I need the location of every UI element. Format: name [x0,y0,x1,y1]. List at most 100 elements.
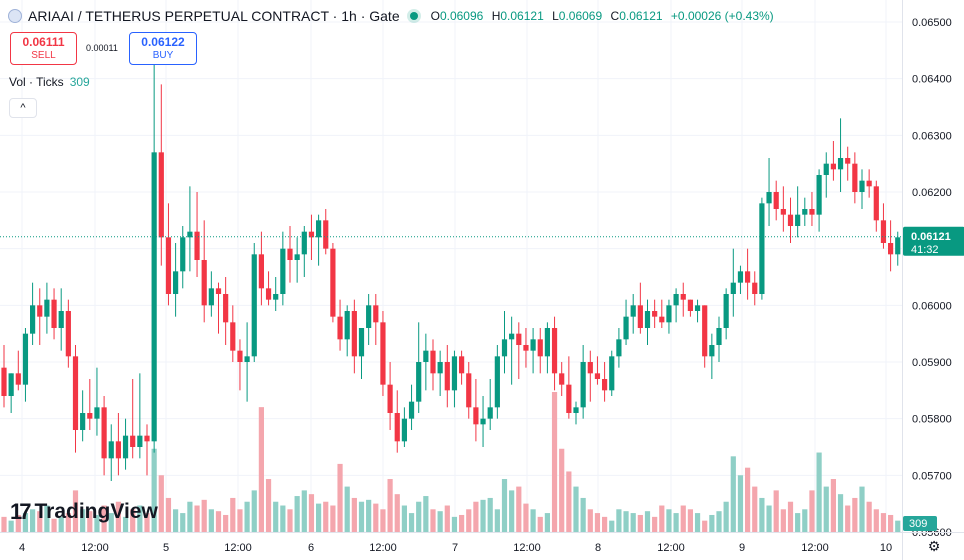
tradingview-logo[interactable]: 17 TradingView [10,499,158,525]
candle-body [344,311,350,340]
candle-body [8,373,14,396]
volume-bar [323,501,329,532]
candle-body [358,328,365,357]
volume-bar [680,505,686,532]
candle-body [22,333,29,385]
sell-button[interactable]: 0.06111 SELL [10,32,77,65]
high-value: 0.06121 [500,9,544,23]
volume-bar [201,499,207,532]
symbol-title[interactable]: ARIAAI / TETHERUS PERPETUAL CONTRACT · 1… [28,8,400,24]
candle-body [487,407,493,419]
candle-body [294,254,300,260]
volume-bar [137,505,143,532]
volume-bar [408,513,415,532]
volume-bar [809,490,815,532]
candle-body [108,441,114,459]
volume-bar [394,494,400,532]
volume-bar [401,505,407,532]
candle-body [287,248,293,260]
candle-body [237,350,243,362]
volume-bar [37,511,43,532]
candle-body [837,158,844,170]
candle-body [87,413,93,419]
volume-bar [880,513,887,532]
candle-body [51,299,57,328]
volume-legend[interactable]: Vol · Ticks 309 [9,75,90,89]
volume-bar [187,501,193,532]
candle-body [573,407,579,413]
volume-label: Vol · Ticks [9,75,64,89]
volume-bar [787,501,794,532]
x-tick-label: 12:00 [801,542,829,554]
candle-body [251,254,257,357]
candle-body [208,288,214,306]
candle-body [173,271,179,294]
spread-value: 0.00011 [86,43,118,53]
candle-body [566,384,572,413]
volume-bar [516,486,522,532]
candle-body [859,180,865,192]
candle-body [673,294,679,306]
candle-body [201,260,207,306]
candle-body [623,316,629,340]
volume-bar [15,514,21,532]
open-value: 0.06096 [439,9,484,23]
candle-body [551,328,558,374]
candle-body [480,418,486,425]
volume-bar [551,392,558,532]
volume-bar [594,513,601,532]
candle-body [351,311,357,357]
volume-bar [580,497,586,532]
x-tick-label: 5 [163,542,169,554]
x-tick-label: 6 [308,542,314,554]
candle-body [444,362,450,391]
candle-body [280,248,286,294]
y-tick-label: 0.06400 [912,74,952,86]
candle-body [644,311,651,328]
volume-bar [451,516,458,532]
volume-bar [358,501,365,532]
candle-body [530,339,536,351]
candle-body [866,180,872,187]
candle-body [430,350,436,374]
candle-body [158,152,164,238]
candle-body [723,294,729,328]
volume-bar [273,501,279,532]
volume-bar [80,509,86,532]
volume-bar [308,494,315,532]
candle-body [330,248,336,317]
candle-body [587,362,593,374]
volume-bar [888,514,894,532]
buy-button[interactable]: 0.06122 BUY [129,32,197,65]
volume-bar [165,497,172,532]
volume-bar [444,505,450,532]
volume-bar [816,452,822,532]
volume-bar [251,490,257,532]
volume-bar [65,513,71,532]
y-tick-label: 0.06500 [912,17,952,29]
candle-body [652,311,658,317]
candle-body [180,237,186,272]
volume-bar [537,516,543,532]
collapse-legend-button[interactable]: ^ [9,98,37,118]
volume-bar [723,501,729,532]
candle-body [694,305,701,311]
candle-body [845,158,851,164]
y-tick-label: 0.05900 [912,357,952,369]
candle-body [509,333,515,340]
gear-icon[interactable]: ⚙ [927,538,941,554]
candle-body [787,214,794,226]
volume-bar [795,513,801,532]
volume-bar [380,509,386,532]
candle-body [666,305,672,323]
volume-bar [94,514,100,532]
volume-bar [845,505,851,532]
candle-body [659,316,665,323]
volume-bar [258,407,264,532]
tradingview-wordmark: TradingView [34,500,158,523]
volume-bar [745,467,751,532]
volume-bar [30,509,36,532]
x-tick-label: 12:00 [657,542,685,554]
volume-bar [72,490,79,532]
